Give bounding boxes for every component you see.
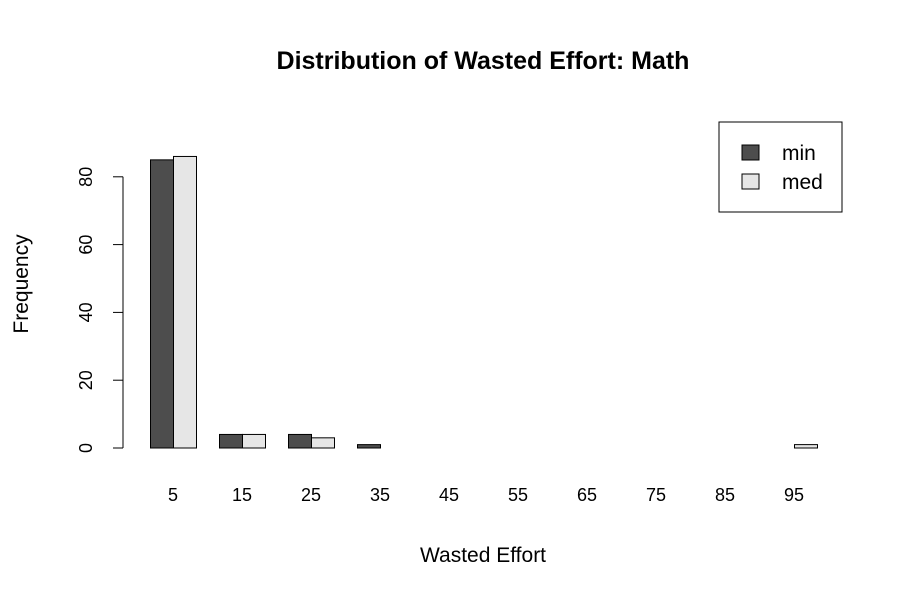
x-tick-label: 95	[784, 485, 804, 505]
y-tick-label: 60	[76, 235, 96, 255]
x-tick-label: 35	[370, 485, 390, 505]
x-tick-label: 15	[232, 485, 252, 505]
bar-min-5	[150, 159, 174, 449]
legend: min med	[718, 121, 843, 213]
y-tick-label: 20	[76, 370, 96, 390]
x-tick-label: 75	[646, 485, 666, 505]
bar-med-25	[311, 437, 335, 449]
bar-min-15	[219, 433, 243, 449]
bar-med-15	[242, 433, 266, 449]
chart-title: Distribution of Wasted Effort: Math	[277, 47, 690, 75]
x-tick-labels: 5 15 25 35 45 55 65 75 85 95	[168, 485, 804, 505]
x-tick-label: 65	[577, 485, 597, 505]
y-tick-label: 40	[76, 302, 96, 322]
legend-swatch-med	[741, 173, 760, 190]
bar-med-5	[173, 155, 197, 449]
legend-swatch-min	[741, 144, 760, 161]
y-tick-label: 80	[76, 167, 96, 187]
bar-min-35	[357, 444, 381, 449]
legend-label-min: min	[782, 142, 816, 165]
x-tick-label: 55	[508, 485, 528, 505]
legend-label-med: med	[782, 171, 823, 194]
x-tick-label: 85	[715, 485, 735, 505]
x-axis-label: Wasted Effort	[420, 544, 546, 567]
bars	[150, 155, 818, 449]
x-tick-label: 45	[439, 485, 459, 505]
bar-min-25	[288, 433, 312, 449]
y-tick-label: 0	[76, 443, 96, 453]
x-tick-label: 25	[301, 485, 321, 505]
legend-box	[718, 121, 843, 213]
y-axis: 0 20 40 60 80	[76, 167, 124, 453]
x-tick-label: 5	[168, 485, 178, 505]
y-axis-label: Frequency	[10, 234, 33, 334]
bar-med-95	[794, 444, 818, 449]
